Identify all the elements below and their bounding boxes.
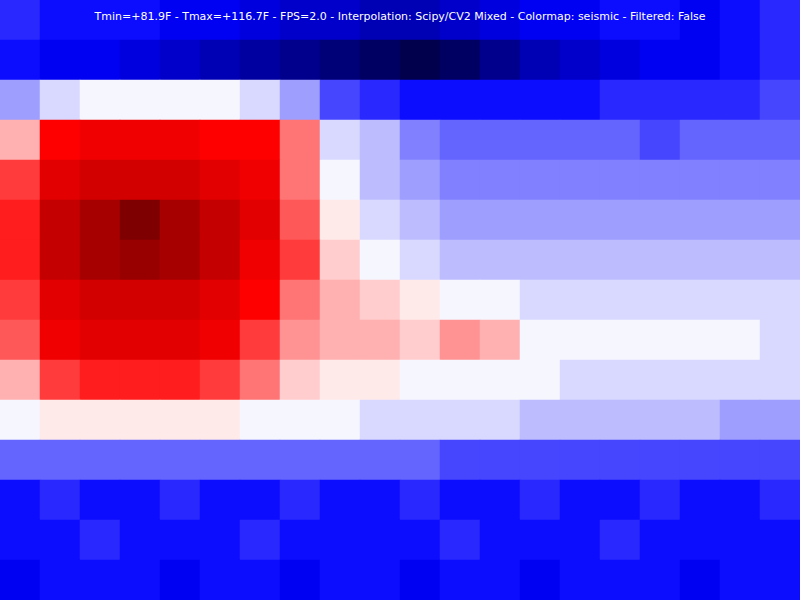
svg-text:Tmin=+81.9F - Tmax=+116.7F - F: Tmin=+81.9F - Tmax=+116.7F - FPS=2.0 - I… xyxy=(93,10,705,23)
